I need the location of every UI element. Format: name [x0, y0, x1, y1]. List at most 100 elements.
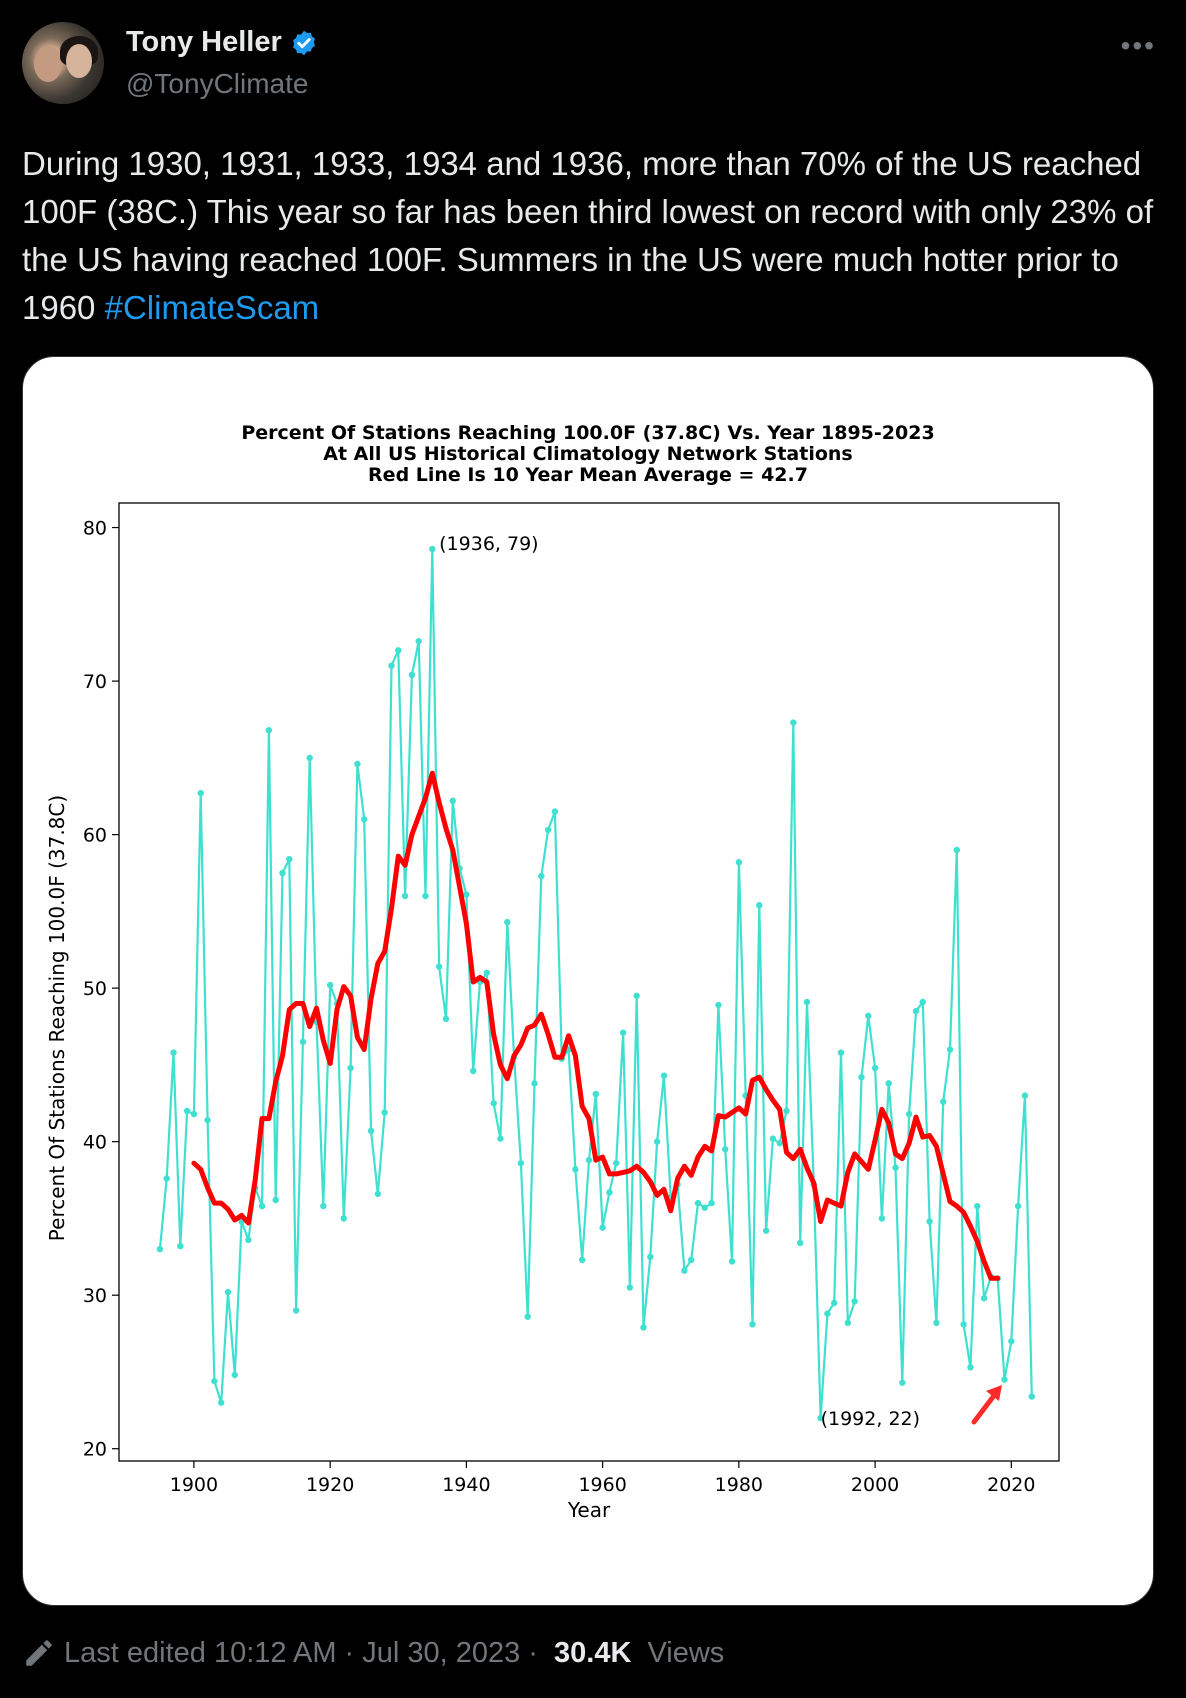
chart-image-card[interactable]: Percent Of Stations Reaching 100.0F (37.… — [22, 356, 1154, 1606]
data-point — [408, 671, 416, 679]
data-point — [347, 1064, 354, 1072]
data-point — [905, 1110, 913, 1118]
data-point — [749, 1321, 756, 1328]
data-point — [803, 998, 811, 1006]
data-point — [422, 892, 429, 900]
data-point — [585, 1156, 593, 1164]
edit-pencil-icon — [26, 1640, 52, 1666]
x-axis-label: Year — [567, 1498, 611, 1522]
data-point — [265, 727, 273, 734]
data-point — [899, 1379, 906, 1386]
data-point — [831, 1299, 838, 1307]
annotation-label-1: (1936, 79) — [439, 533, 538, 555]
data-point — [613, 1159, 620, 1167]
author-handle[interactable]: @TonyClimate — [126, 68, 309, 99]
data-point — [531, 1080, 538, 1087]
data-point — [599, 1224, 606, 1231]
data-point — [817, 1414, 824, 1422]
data-point — [960, 1321, 967, 1328]
data-point — [694, 1199, 702, 1207]
data-point — [374, 1190, 382, 1198]
author-row: Tony Heller — [126, 26, 318, 59]
edited-timestamp[interactable]: Last edited 10:12 AM · Jul 30, 2023 · — [64, 1636, 547, 1669]
data-point — [681, 1267, 688, 1274]
data-point — [483, 969, 491, 976]
data-point — [524, 1313, 531, 1320]
data-point — [435, 963, 443, 970]
data-point — [892, 1164, 899, 1171]
data-point — [1028, 1393, 1035, 1400]
y-tick-label: 50 — [83, 978, 107, 1000]
data-point — [626, 1284, 634, 1291]
verified-badge-icon[interactable] — [290, 29, 318, 57]
avatar[interactable] — [22, 22, 104, 104]
x-tick-label: 1900 — [170, 1474, 218, 1496]
data-point — [1001, 1376, 1008, 1383]
y-tick-label: 80 — [83, 518, 107, 540]
x-tick-label: 1960 — [578, 1474, 626, 1496]
data-point — [470, 1067, 477, 1075]
data-point — [606, 1189, 613, 1196]
data-point — [619, 1029, 627, 1036]
data-point — [361, 816, 368, 823]
data-point — [728, 1258, 736, 1265]
data-point — [1014, 1202, 1022, 1210]
chart-title-line-1: Percent Of Stations Reaching 100.0F (37.… — [241, 422, 934, 444]
data-point — [762, 1227, 770, 1234]
tweet-text: During 1930, 1931, 1933, 1934 and 1936, … — [22, 140, 1162, 332]
data-point — [340, 1215, 347, 1222]
data-point — [796, 1239, 804, 1247]
data-point — [878, 1215, 886, 1222]
plot-frame — [118, 502, 1060, 1462]
data-point — [245, 1236, 252, 1244]
data-point — [885, 1080, 892, 1087]
data-point — [442, 1015, 450, 1023]
data-point — [769, 1135, 777, 1142]
y-tick-label: 70 — [83, 671, 107, 693]
data-point — [211, 1377, 218, 1385]
data-point — [919, 998, 926, 1006]
data-point — [490, 1100, 497, 1107]
data-point — [224, 1288, 232, 1296]
data-point — [258, 1202, 266, 1210]
red-arrow-annotation — [971, 1390, 999, 1425]
data-point — [974, 1202, 981, 1210]
data-point — [756, 902, 763, 909]
data-point — [401, 892, 409, 900]
data-point — [633, 992, 640, 1000]
data-point — [395, 647, 402, 654]
author-name[interactable]: Tony Heller — [126, 26, 282, 58]
data-point — [504, 918, 511, 926]
data-point — [837, 1049, 845, 1056]
data-point — [544, 826, 552, 834]
data-point — [660, 1072, 668, 1079]
data-point — [517, 1159, 525, 1167]
data-point — [912, 1007, 920, 1015]
data-point — [156, 1245, 164, 1253]
data-point — [640, 1324, 647, 1331]
data-point — [647, 1253, 654, 1261]
more-options-icon[interactable]: ••• — [1120, 30, 1156, 61]
data-point — [871, 1064, 879, 1072]
y-tick-label: 40 — [83, 1132, 107, 1154]
data-point — [204, 1116, 211, 1124]
data-point — [687, 1256, 695, 1264]
data-point — [735, 859, 743, 866]
x-tick-label: 1940 — [442, 1474, 490, 1496]
data-point — [592, 1090, 600, 1098]
hashtag-link[interactable]: #ClimateScam — [104, 289, 320, 326]
y-tick-label: 20 — [83, 1439, 107, 1461]
tweet-body: During 1930, 1931, 1933, 1934 and 1936, … — [22, 145, 1154, 326]
data-point — [776, 1140, 783, 1147]
data-point — [197, 789, 204, 797]
data-point — [429, 545, 436, 553]
data-point — [286, 855, 293, 863]
data-point — [367, 1127, 375, 1135]
data-point — [381, 1109, 388, 1116]
data-point — [183, 1107, 191, 1115]
data-point — [354, 760, 361, 768]
data-point — [170, 1049, 177, 1056]
data-point — [790, 719, 797, 726]
data-point — [279, 869, 286, 877]
red-arrow-head — [986, 1385, 1002, 1401]
